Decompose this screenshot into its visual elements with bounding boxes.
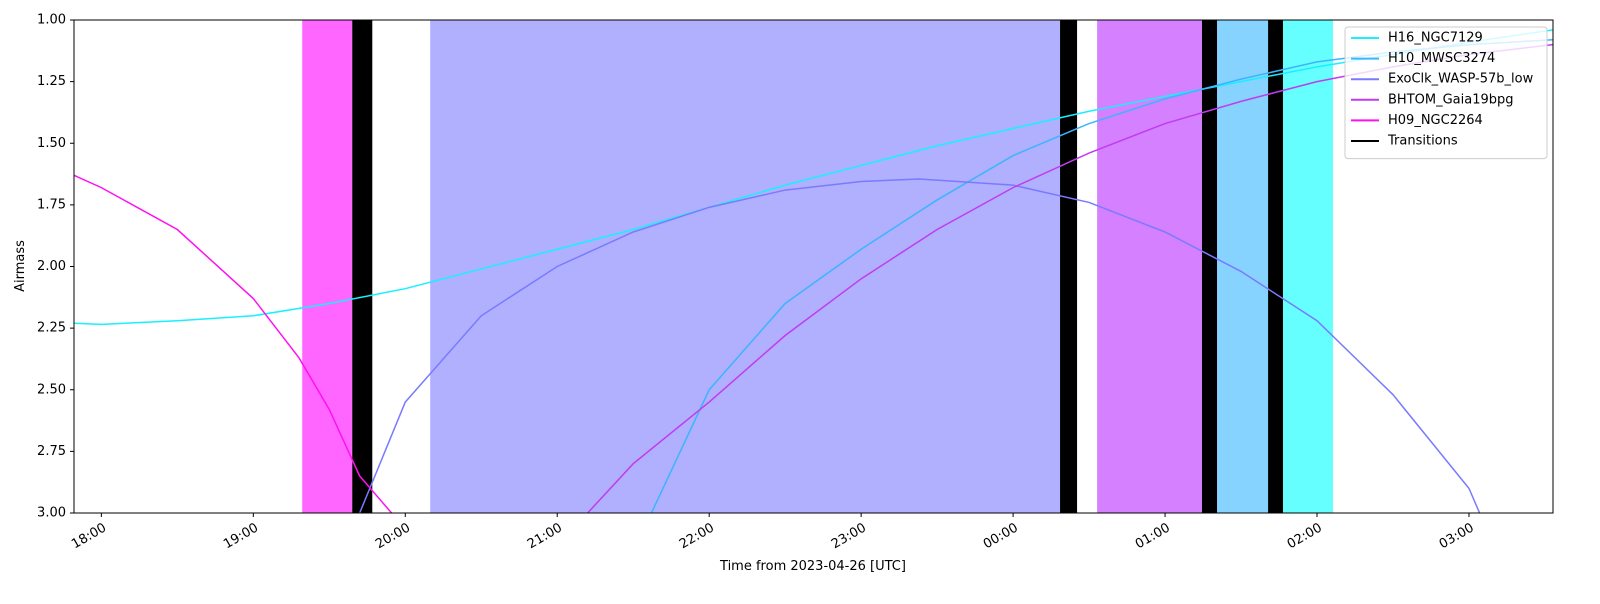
y-axis-label: Airmass <box>13 240 28 292</box>
y-tick-label: 1.00 <box>37 13 66 28</box>
y-tick-label: 1.75 <box>37 197 66 212</box>
y-tick-label: 2.75 <box>37 444 66 459</box>
legend-label: Transitions <box>1387 134 1458 149</box>
y-tick-label: 3.00 <box>37 506 66 521</box>
y-tick-label: 1.50 <box>37 136 66 151</box>
x-tick-label: 03:00 <box>1437 521 1477 553</box>
x-tick-label: 01:00 <box>1133 521 1173 553</box>
observation-block <box>1217 20 1269 513</box>
transition-span <box>1060 20 1078 513</box>
legend-box <box>1344 26 1548 160</box>
y-tick-label: 2.00 <box>37 259 66 274</box>
observation-block <box>430 20 1061 513</box>
legend-label: ExoClk_WASP-57b_low <box>1388 72 1534 87</box>
airmass-line <box>358 178 1481 513</box>
y-tick-label: 2.25 <box>37 321 66 336</box>
y-tick-label: 2.50 <box>37 382 66 397</box>
x-tick-label: 20:00 <box>373 521 413 553</box>
x-tick-label: 23:00 <box>829 521 869 553</box>
x-tick-label: 19:00 <box>221 521 261 553</box>
legend-label: H09_NGC2264 <box>1388 113 1483 128</box>
x-tick-label: 18:00 <box>69 521 109 553</box>
x-tick-label: 22:00 <box>677 521 717 553</box>
x-tick-label: 21:00 <box>525 521 565 553</box>
y-tick-label: 1.25 <box>37 74 66 89</box>
transition-span <box>352 20 373 513</box>
observation-block <box>1097 20 1202 513</box>
transition-span <box>1268 20 1283 513</box>
legend-label: H10_MWSC3274 <box>1388 51 1495 66</box>
legend-label: BHTOM_Gaia19bpg <box>1388 92 1514 107</box>
x-tick-label: 02:00 <box>1285 521 1325 553</box>
x-axis-label: Time from 2023-04-26 [UTC] <box>719 559 906 574</box>
legend-label: H16_NGC7129 <box>1388 31 1483 46</box>
transition-span <box>1201 20 1218 513</box>
x-tick-label: 00:00 <box>981 521 1021 553</box>
airmass-line <box>74 29 1553 326</box>
airmass-line <box>74 174 393 513</box>
observation-block <box>302 20 353 513</box>
observation-block <box>1282 20 1333 513</box>
